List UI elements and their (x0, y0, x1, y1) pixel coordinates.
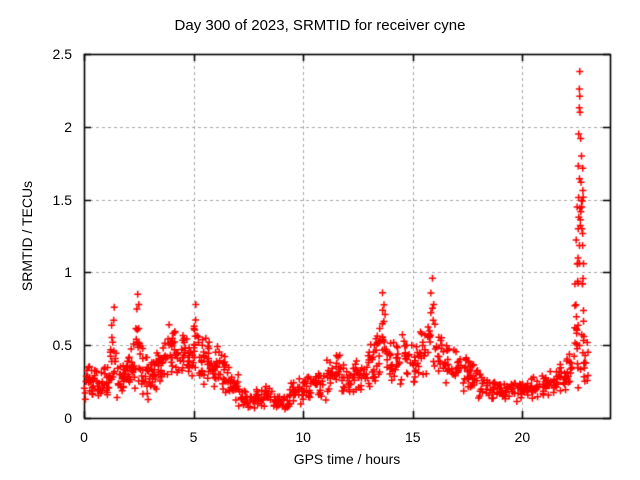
x-tick-label: 10 (295, 429, 311, 445)
y-tick-label: 1 (64, 264, 72, 281)
y-tick-label: 1.5 (52, 191, 72, 208)
y-tick-label: 2 (64, 118, 72, 135)
x-tick-label: 20 (514, 429, 531, 445)
x-axis-label: GPS time / hours (293, 451, 401, 467)
y-tick-label: 0.5 (52, 337, 72, 354)
x-tick-label: 0 (80, 429, 88, 445)
y-tick-label: 0 (64, 410, 72, 426)
x-tick-label: 15 (404, 429, 421, 445)
x-tick-label: 5 (189, 429, 198, 445)
chart-title: Day 300 of 2023, SRMTID for receiver cyn… (174, 17, 466, 34)
y-tick-label: 2.5 (52, 46, 72, 62)
